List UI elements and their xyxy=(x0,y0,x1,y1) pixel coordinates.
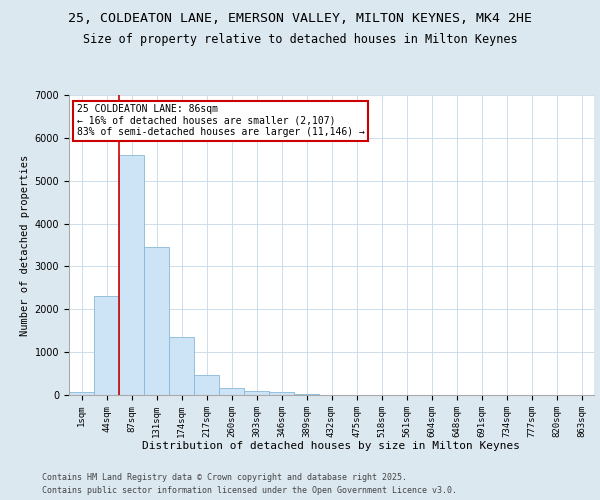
Bar xyxy=(119,155,144,395)
Bar xyxy=(69,392,94,395)
Bar xyxy=(94,296,119,395)
Y-axis label: Number of detached properties: Number of detached properties xyxy=(20,154,31,336)
Text: 25, COLDEATON LANE, EMERSON VALLEY, MILTON KEYNES, MK4 2HE: 25, COLDEATON LANE, EMERSON VALLEY, MILT… xyxy=(68,12,532,26)
Bar xyxy=(194,374,219,395)
Bar xyxy=(294,394,319,395)
Text: Size of property relative to detached houses in Milton Keynes: Size of property relative to detached ho… xyxy=(83,32,517,46)
Bar xyxy=(269,392,294,395)
Bar xyxy=(244,390,269,395)
Text: Contains public sector information licensed under the Open Government Licence v3: Contains public sector information licen… xyxy=(42,486,457,495)
Text: Contains HM Land Registry data © Crown copyright and database right 2025.: Contains HM Land Registry data © Crown c… xyxy=(42,472,407,482)
Bar xyxy=(144,247,169,395)
Text: 25 COLDEATON LANE: 86sqm
← 16% of detached houses are smaller (2,107)
83% of sem: 25 COLDEATON LANE: 86sqm ← 16% of detach… xyxy=(77,104,365,137)
Bar xyxy=(219,388,244,395)
Bar xyxy=(169,337,194,395)
X-axis label: Distribution of detached houses by size in Milton Keynes: Distribution of detached houses by size … xyxy=(143,441,521,451)
